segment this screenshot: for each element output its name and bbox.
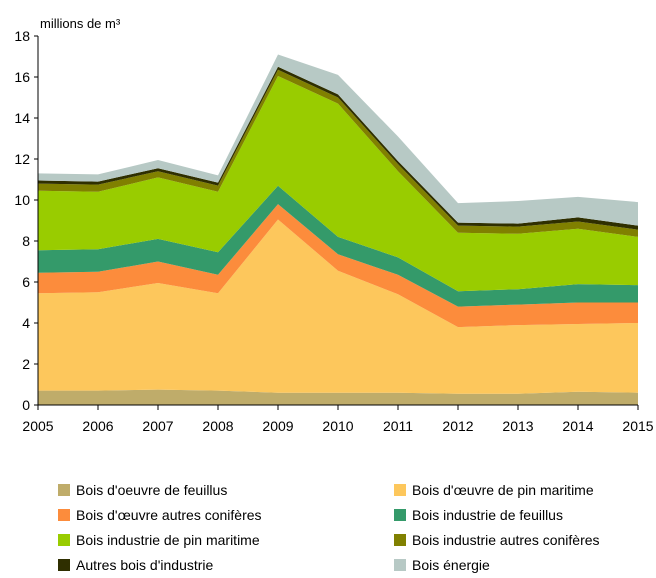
legend-swatch [58,534,70,546]
y-tick-label: 0 [22,397,30,413]
y-tick-label: 14 [14,110,30,126]
area-series-2 [38,219,638,394]
legend-label: Autres bois d'industrie [76,557,214,573]
area-series-1 [38,389,638,405]
legend-label: Bois d'oeuvre de feuillus [76,482,228,498]
legend-item: Bois industrie de feuillus [394,505,563,525]
x-tick-label: 2005 [22,418,53,434]
y-tick-label: 10 [14,192,30,208]
legend-swatch [394,509,406,521]
area-series-4 [38,185,638,307]
legend-swatch [58,559,70,571]
legend-label: Bois industrie autres conifères [412,532,600,548]
x-tick-label: 2013 [502,418,533,434]
legend-item: Bois énergie [394,555,490,575]
legend-label: Bois industrie de feuillus [412,507,563,523]
legend-item: Bois industrie autres conifères [394,530,600,550]
x-tick-label: 2011 [383,418,413,434]
legend-swatch [394,534,406,546]
y-tick-label: 8 [22,233,30,249]
y-tick-label: 6 [22,274,30,290]
x-tick-label: 2006 [82,418,113,434]
stacked-area-chart: millions de m³ 0 2 4 6 8 10 12 14 16 18 2005 2006 20… [14,16,653,434]
y-tick-label: 16 [14,69,30,85]
legend-item: Bois d'œuvre autres conifères [58,505,262,525]
area-series-3 [38,204,638,328]
legend-item: Bois d'œuvre de pin maritime [394,480,594,500]
area-series-8 [38,54,638,226]
x-tick-label: 2007 [142,418,173,434]
legend-swatch [394,559,406,571]
x-tick-label: 2008 [202,418,233,434]
y-tick-label: 2 [22,356,30,372]
x-tick-label: 2009 [262,418,293,434]
legend-swatch [58,484,70,496]
legend-item: Bois d'oeuvre de feuillus [58,480,227,500]
legend-swatch [394,484,406,496]
legend-item: Bois industrie de pin maritime [58,530,260,550]
area-series-6 [38,69,638,237]
y-tick-label: 4 [22,315,30,331]
y-axis-label: millions de m³ [40,16,121,31]
legend-swatch [58,509,70,521]
x-tick-label: 2015 [622,418,653,434]
legend-label: Bois énergie [412,557,490,573]
x-tick-label: 2012 [442,418,473,434]
y-tick-label: 12 [14,151,30,167]
y-tick-label: 18 [14,28,30,44]
legend-label: Bois industrie de pin maritime [76,532,260,548]
x-tick-label: 2014 [562,418,593,434]
area-series-5 [38,76,638,292]
legend-label: Bois d'œuvre de pin maritime [412,482,594,498]
legend-item: Autres bois d'industrie [58,555,213,575]
x-tick-label: 2010 [322,418,353,434]
legend-label: Bois d'œuvre autres conifères [76,507,262,523]
